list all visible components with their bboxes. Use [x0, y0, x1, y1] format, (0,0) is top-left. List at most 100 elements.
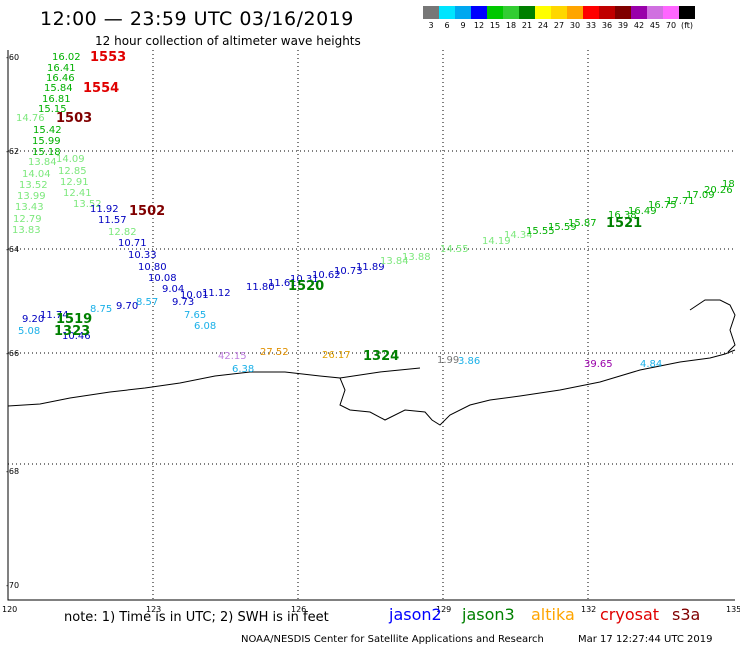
wave-value: 15.87 [568, 218, 597, 229]
wave-value: 6.08 [194, 321, 216, 332]
scale-label: 24 [537, 21, 549, 30]
wave-value: 12.91 [60, 177, 89, 188]
wave-value: 5.08 [18, 326, 40, 337]
lon-label: 120 [2, 605, 17, 614]
legend-s3a: s3a [672, 605, 701, 624]
wave-value: 11.12 [202, 288, 231, 299]
wave-value: 13.52 [73, 199, 102, 210]
wave-value: 14.55 [440, 244, 469, 255]
scale-label: 30 [569, 21, 581, 30]
map-grid [8, 50, 735, 600]
wave-value: 14.09 [56, 154, 85, 165]
wave-value: 8.57 [136, 297, 158, 308]
scale-swatch [679, 6, 695, 19]
footer-timestamp: Mar 17 12:27:44 UTC 2019 [578, 634, 713, 645]
wave-value: 12.79 [13, 214, 42, 225]
scale-label: 45 [649, 21, 661, 30]
wave-value: 13.88 [402, 252, 431, 263]
pass-id: 1324 [363, 349, 399, 364]
wave-value: 6.38 [232, 364, 254, 375]
wave-value: 13.84 [380, 256, 409, 267]
wave-value: 16.46 [46, 73, 75, 84]
wave-value: 11.61 [268, 278, 297, 289]
wave-value: 10.80 [138, 262, 167, 273]
wave-value: 9.04 [162, 284, 184, 295]
wave-value: 11.57 [98, 215, 127, 226]
legend-cryosat: cryosat [600, 605, 660, 624]
pass-id: 1519 [56, 312, 92, 327]
wave-value: 3.86 [458, 356, 480, 367]
wave-value: 14.76 [16, 113, 45, 124]
wave-value: 4.84 [640, 359, 662, 370]
coastline [7, 299, 736, 426]
wave-value: 20.26 [704, 185, 733, 196]
scale-swatch [551, 6, 567, 19]
pass-id: 1323 [54, 324, 90, 339]
wave-value: 10.08 [148, 273, 177, 284]
color-scale-labels: 3 6 9 12 15 18 21 24 27 30 33 36 39 42 45 70 (ft) [423, 21, 695, 30]
wave-value: 16.49 [628, 206, 657, 217]
wave-value: 8.75 [90, 304, 112, 315]
wave-value: 10.31 [290, 274, 319, 285]
scale-label: 33 [585, 21, 597, 30]
lat-label: -66 [6, 349, 19, 358]
footer-credit: NOAA/NESDIS Center for Satellite Applica… [241, 634, 544, 645]
scale-label: (ft) [680, 21, 694, 30]
lon-label: 132 [581, 605, 596, 614]
pass-id: 1502 [129, 204, 165, 219]
pass-id: 1520 [288, 279, 324, 294]
wave-value: 16.41 [47, 63, 76, 74]
scale-label: 12 [473, 21, 485, 30]
wave-value: 15.15 [38, 104, 67, 115]
lon-label: 126 [291, 605, 306, 614]
wave-value: 11.80 [246, 282, 275, 293]
wave-value: 17.71 [666, 196, 695, 207]
lon-label: 123 [146, 605, 161, 614]
lat-label: -62 [6, 147, 19, 156]
scale-label: 36 [601, 21, 613, 30]
scale-swatch [615, 6, 631, 19]
wave-value: 18 [722, 179, 735, 190]
legend-altika: altika [531, 605, 575, 624]
wave-value: 13.83 [12, 225, 41, 236]
scale-swatch [535, 6, 551, 19]
pass-id: 1503 [56, 111, 92, 126]
scale-swatch [631, 6, 647, 19]
scale-swatch [439, 6, 455, 19]
wave-value: 15.59 [548, 222, 577, 233]
wave-value: 14.19 [482, 236, 511, 247]
scale-swatch [471, 6, 487, 19]
scale-label: 18 [505, 21, 517, 30]
wave-value: 42.15 [218, 351, 247, 362]
scale-swatch [487, 6, 503, 19]
wave-value: 17.09 [686, 190, 715, 201]
wave-value: 13.52 [19, 180, 48, 191]
wave-value: 11.89 [356, 262, 385, 273]
wave-value: 1.99 [437, 355, 459, 366]
map-title: 12:00 — 23:59 UTC 03/16/2019 [40, 8, 354, 30]
scale-swatch [567, 6, 583, 19]
scale-swatch [455, 6, 471, 19]
scale-label: 6 [444, 21, 450, 30]
wave-value: 13.43 [15, 202, 44, 213]
scale-swatch [663, 6, 679, 19]
wave-value: 16.02 [52, 52, 81, 63]
wave-value: 13.99 [17, 191, 46, 202]
scale-label: 27 [553, 21, 565, 30]
wave-value: 39.65 [584, 359, 613, 370]
scale-label: 39 [617, 21, 629, 30]
wave-value: 26.17 [322, 350, 351, 361]
wave-value: 15.55 [526, 226, 555, 237]
footer-note: note: 1) Time is in UTC; 2) SWH is in fe… [64, 610, 329, 625]
wave-value: 11.92 [90, 204, 119, 215]
wave-value: 27.52 [260, 347, 289, 358]
wave-value: 10.46 [62, 331, 91, 342]
wave-value: 10.71 [118, 238, 147, 249]
scale-label: 3 [428, 21, 434, 30]
lat-label: -68 [6, 467, 19, 476]
wave-value: 15.99 [32, 136, 61, 147]
wave-value: 12.41 [63, 188, 92, 199]
wave-value: 16.38 [608, 210, 637, 221]
wave-value: 14.34 [504, 230, 533, 241]
